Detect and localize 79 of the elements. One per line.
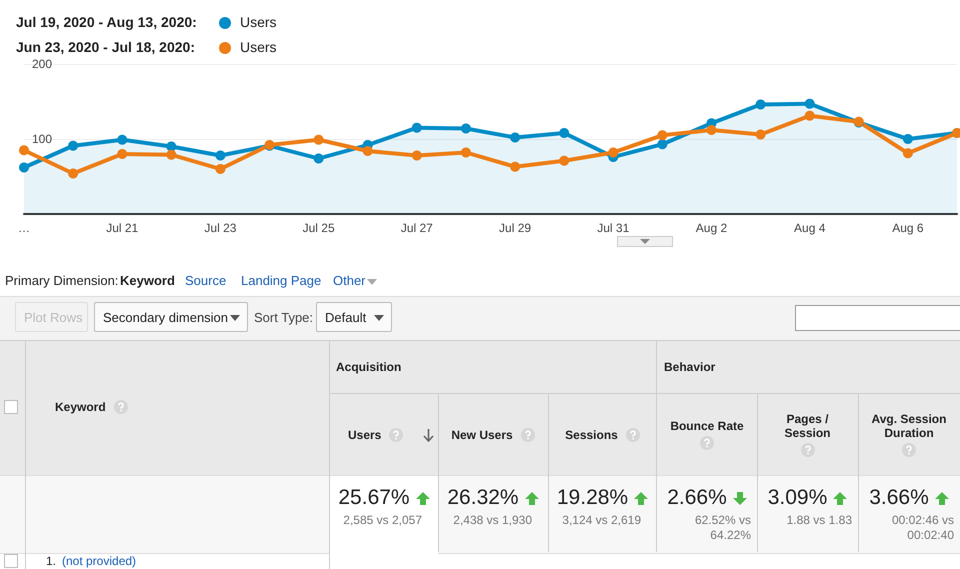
- point: [19, 145, 29, 156]
- text: 1.: [46, 554, 56, 568]
- text: Sessions: [565, 428, 618, 442]
- text: Keyword: [55, 400, 106, 414]
- point: [706, 125, 716, 135]
- text: 25.67%: [338, 486, 410, 510]
- point: [412, 122, 422, 133]
- text: 26.32%: [447, 486, 519, 510]
- point: [510, 132, 520, 142]
- point: [657, 130, 668, 140]
- x-tick-label: Jul 27: [400, 221, 434, 235]
- text: Acquisition: [336, 360, 402, 374]
- text: (not provided): [62, 554, 136, 568]
- text: Behavior: [664, 360, 716, 374]
- text: 2,585 vs 2,057: [342, 513, 423, 528]
- text: 62.52% vs 64.22%: [694, 513, 751, 543]
- text: Jun 23, 2020 - Jul 18, 2020:: [16, 39, 195, 55]
- point: [559, 128, 570, 138]
- text: Default: [325, 310, 366, 325]
- text: Other: [333, 273, 366, 288]
- point: [117, 134, 128, 145]
- y-tick-label: 100: [32, 132, 52, 146]
- x-tick-label: Jul 21: [106, 221, 139, 235]
- point: [608, 148, 618, 158]
- point: [804, 98, 815, 109]
- x-tick-label: Aug 4: [794, 221, 826, 235]
- point: [510, 162, 520, 172]
- text: Bounce Rate: [670, 419, 744, 433]
- point: [314, 134, 324, 145]
- x-tick-label: Aug 6: [892, 221, 924, 235]
- point: [804, 110, 815, 121]
- point: [460, 148, 471, 158]
- text: Landing Page: [241, 273, 322, 288]
- x-tick-label: Jul 25: [302, 221, 335, 235]
- point: [19, 162, 29, 172]
- text: Pages / Session: [783, 412, 832, 440]
- point: [68, 140, 78, 151]
- text: Sort Type:: [254, 310, 314, 325]
- point: [362, 146, 373, 156]
- text: 2,438 vs 1,930: [452, 513, 533, 528]
- x-tick-label: Jul 31: [597, 221, 630, 235]
- text: Users: [348, 428, 382, 442]
- text: 3.66%: [869, 486, 929, 510]
- text: 1.88 vs 1.83: [786, 513, 852, 528]
- point: [314, 154, 324, 164]
- x-tick-label: Jul 23: [204, 221, 237, 235]
- text: Plot Rows: [24, 310, 83, 325]
- point: [902, 148, 913, 158]
- x-tick-label: …: [18, 221, 30, 235]
- point: [215, 164, 226, 174]
- point: [460, 124, 471, 134]
- point: [756, 100, 766, 110]
- point: [756, 130, 766, 140]
- text: Keyword: [120, 273, 175, 288]
- legend-label: Users: [240, 13, 277, 32]
- point: [559, 156, 570, 166]
- text: 19.28%: [556, 486, 628, 510]
- text: 3,124 vs 2,619: [561, 513, 642, 528]
- point: [166, 142, 176, 152]
- text: Source: [185, 273, 226, 288]
- text: Secondary dimension: [103, 310, 228, 325]
- point: [117, 149, 128, 159]
- text: 00:02:46 vs 00:02:40: [890, 513, 954, 543]
- text: Primary Dimension:: [5, 273, 118, 288]
- point: [166, 150, 176, 160]
- text: 2.66%: [667, 486, 727, 510]
- text: Jul 19, 2020 - Aug 13, 2020:: [16, 13, 198, 32]
- text: New Users: [451, 428, 513, 442]
- point: [215, 150, 226, 160]
- text: Avg. Session Duration: [870, 412, 948, 440]
- x-tick-label: Aug 2: [696, 221, 728, 235]
- text: 3.09%: [768, 486, 828, 510]
- legend-label: Users: [240, 38, 277, 57]
- point: [902, 134, 913, 144]
- point: [68, 168, 78, 178]
- point: [412, 150, 422, 160]
- y-tick-label: 200: [32, 57, 52, 71]
- point: [657, 139, 668, 150]
- x-tick-label: Jul 29: [499, 221, 532, 235]
